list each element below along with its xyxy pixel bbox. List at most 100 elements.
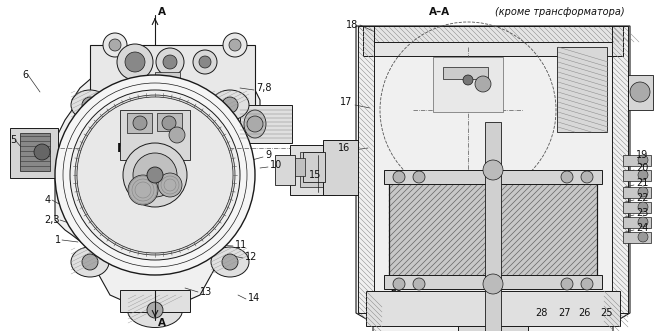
Circle shape xyxy=(393,171,405,183)
Circle shape xyxy=(638,202,648,212)
Ellipse shape xyxy=(244,110,266,138)
Circle shape xyxy=(82,97,98,113)
Circle shape xyxy=(638,232,648,242)
Text: 13: 13 xyxy=(200,287,212,297)
Text: А–А: А–А xyxy=(429,7,450,17)
Bar xyxy=(623,155,651,166)
Polygon shape xyxy=(356,26,630,331)
Circle shape xyxy=(413,278,425,290)
Circle shape xyxy=(463,75,473,85)
Circle shape xyxy=(581,171,593,183)
Bar xyxy=(120,290,190,312)
Circle shape xyxy=(70,90,240,260)
Bar xyxy=(358,26,374,313)
Bar xyxy=(295,158,305,176)
Ellipse shape xyxy=(71,247,109,277)
Bar xyxy=(90,45,255,115)
Text: 17: 17 xyxy=(340,97,352,107)
Bar xyxy=(384,275,602,289)
Text: A: A xyxy=(158,7,166,17)
Text: 14: 14 xyxy=(248,293,260,303)
Text: M-: M- xyxy=(117,141,133,155)
Circle shape xyxy=(638,187,648,197)
Bar xyxy=(623,187,651,198)
Circle shape xyxy=(156,48,184,76)
Bar xyxy=(323,140,358,195)
Ellipse shape xyxy=(71,90,109,120)
Bar xyxy=(443,67,488,79)
Text: 9: 9 xyxy=(265,150,271,160)
Text: 7,8: 7,8 xyxy=(256,83,271,93)
Text: 22: 22 xyxy=(636,193,649,203)
Text: 18: 18 xyxy=(346,20,358,30)
Circle shape xyxy=(222,97,238,113)
Bar xyxy=(290,145,335,195)
Bar xyxy=(155,72,180,80)
Circle shape xyxy=(82,254,98,270)
Circle shape xyxy=(630,82,650,102)
Bar xyxy=(157,113,182,131)
Ellipse shape xyxy=(127,293,182,327)
Bar xyxy=(623,170,651,181)
Circle shape xyxy=(561,278,573,290)
Bar xyxy=(20,133,50,171)
Circle shape xyxy=(75,95,235,255)
Polygon shape xyxy=(10,20,290,328)
Circle shape xyxy=(581,278,593,290)
Circle shape xyxy=(158,173,182,197)
Circle shape xyxy=(483,160,503,180)
Text: 29: 29 xyxy=(390,283,403,293)
Ellipse shape xyxy=(211,90,249,120)
Text: 26: 26 xyxy=(578,308,590,318)
Text: A: A xyxy=(158,318,166,328)
Circle shape xyxy=(393,278,405,290)
Text: 21: 21 xyxy=(636,178,649,188)
Circle shape xyxy=(147,167,163,183)
Bar xyxy=(240,105,292,143)
Circle shape xyxy=(55,75,255,275)
Text: 10: 10 xyxy=(270,160,282,170)
Text: 24: 24 xyxy=(636,223,649,233)
Text: 15: 15 xyxy=(309,170,321,180)
Text: (кроме трансформатора): (кроме трансформатора) xyxy=(495,7,625,17)
Circle shape xyxy=(413,171,425,183)
Circle shape xyxy=(34,144,50,160)
Circle shape xyxy=(117,44,153,80)
Text: 27: 27 xyxy=(558,308,570,318)
Bar xyxy=(363,26,623,56)
Bar xyxy=(623,202,651,213)
Bar xyxy=(303,152,325,182)
Bar xyxy=(127,113,152,133)
Text: 19: 19 xyxy=(636,150,649,160)
Bar xyxy=(374,26,612,42)
Circle shape xyxy=(223,33,247,57)
Circle shape xyxy=(638,217,648,227)
Text: 23: 23 xyxy=(636,208,649,218)
Text: 25: 25 xyxy=(600,308,612,318)
Circle shape xyxy=(169,127,185,143)
Circle shape xyxy=(199,56,211,68)
Bar xyxy=(389,182,597,277)
Bar xyxy=(557,47,607,132)
Text: 4: 4 xyxy=(45,195,51,205)
Circle shape xyxy=(103,33,127,57)
Bar xyxy=(433,57,503,112)
Circle shape xyxy=(483,274,503,294)
Circle shape xyxy=(247,116,263,132)
Text: 6: 6 xyxy=(22,70,28,80)
Bar xyxy=(275,155,295,185)
Bar xyxy=(485,122,501,331)
Bar xyxy=(389,182,597,277)
Text: 11: 11 xyxy=(235,240,247,250)
Circle shape xyxy=(133,116,147,130)
Circle shape xyxy=(133,153,177,197)
Text: 28: 28 xyxy=(535,308,547,318)
Bar xyxy=(300,152,325,187)
Circle shape xyxy=(475,76,491,92)
Polygon shape xyxy=(55,65,260,315)
Bar xyxy=(384,170,602,184)
Circle shape xyxy=(163,55,177,69)
Text: 16: 16 xyxy=(338,143,350,153)
Circle shape xyxy=(193,50,217,74)
Bar xyxy=(366,291,620,326)
